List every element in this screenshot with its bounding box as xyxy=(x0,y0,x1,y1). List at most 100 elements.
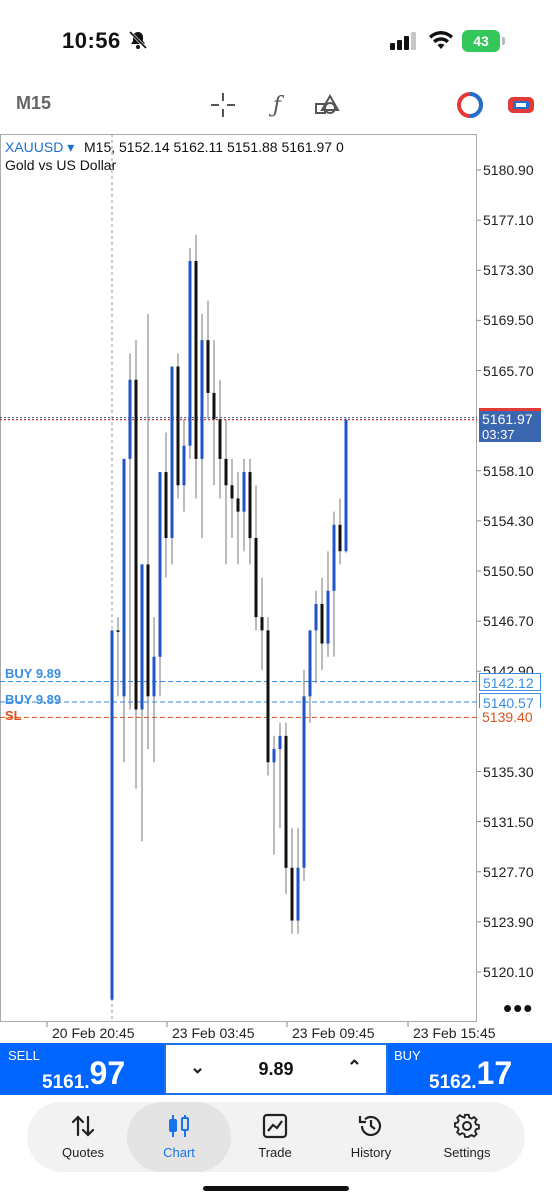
chart-description: Gold vs US Dollar xyxy=(5,157,117,173)
candle-11 xyxy=(176,366,180,486)
trade-graph-icon xyxy=(227,1112,323,1140)
candle-3 xyxy=(128,379,132,459)
nav-quotes[interactable]: Quotes xyxy=(35,1102,131,1172)
price-axis-tick: 5169.50 xyxy=(483,312,534,329)
current-price-box: 5161.97 03:37 xyxy=(479,407,541,442)
price-axis-tick: 5177.10 xyxy=(483,212,534,229)
nav-chart[interactable]: Chart xyxy=(127,1102,231,1172)
price-axis-tick: 5131.50 xyxy=(483,813,534,830)
quotes-arrows-icon xyxy=(35,1112,131,1140)
candle-31 xyxy=(296,867,300,921)
crosshair-icon[interactable] xyxy=(208,90,238,120)
price-axis-tick: 5120.10 xyxy=(483,964,534,980)
bell-muted-icon xyxy=(128,30,148,55)
history-clock-icon xyxy=(323,1112,419,1140)
candle-15 xyxy=(200,340,204,459)
trade-mode-icon[interactable] xyxy=(506,90,536,120)
nav-history[interactable]: History xyxy=(323,1102,419,1172)
order-line-label-1[interactable]: BUY 9.89 xyxy=(5,691,62,707)
price-axis-tick: 5127.70 xyxy=(483,863,534,880)
order-line-price-2: 5139.40 xyxy=(479,708,541,727)
time-axis-tick: 20 Feb 20:45 xyxy=(52,1025,135,1041)
candle-24 xyxy=(254,538,258,618)
price-axis-tick: 5150.50 xyxy=(483,563,534,579)
home-indicator xyxy=(203,1186,349,1191)
candle-19 xyxy=(224,458,228,486)
candle-28 xyxy=(278,735,282,750)
more-options-icon[interactable]: ••• xyxy=(503,993,534,1023)
candle-6 xyxy=(146,564,150,697)
price-axis-tick: 5180.90 xyxy=(483,162,534,178)
battery-cap xyxy=(502,37,505,45)
candle-14 xyxy=(194,261,198,459)
candles-chart-icon xyxy=(127,1112,231,1140)
bar-countdown: 03:37 xyxy=(482,426,515,442)
one-click-trading-icon[interactable] xyxy=(455,90,485,120)
time-axis-tick: 23 Feb 03:45 xyxy=(172,1025,255,1041)
objects-icon[interactable] xyxy=(313,90,343,120)
candle-7 xyxy=(152,656,156,697)
candle-37 xyxy=(332,524,336,591)
price-chart[interactable] xyxy=(0,134,552,1044)
sell-button[interactable]: SELL 5161.97 xyxy=(0,1043,164,1095)
candle-20 xyxy=(230,485,234,499)
chart-symbol[interactable]: XAUUSD ▾ xyxy=(5,139,75,155)
candle-2 xyxy=(122,458,126,697)
nav-settings[interactable]: Settings xyxy=(419,1102,515,1172)
order-line-price-0: 5142.12 xyxy=(479,672,541,691)
time-axis-tick: 23 Feb 09:45 xyxy=(292,1025,375,1041)
candle-22 xyxy=(242,472,246,512)
cellular-signal-icon xyxy=(390,32,418,55)
candle-34 xyxy=(314,603,318,631)
candle-18 xyxy=(218,419,222,459)
indicators-icon[interactable]: ƒ xyxy=(272,92,282,118)
candle-33 xyxy=(308,630,312,697)
order-line-label-0[interactable]: BUY 9.89 xyxy=(5,665,62,681)
nav-trade[interactable]: Trade xyxy=(227,1102,323,1172)
wifi-icon xyxy=(428,30,454,55)
price-axis-tick: 5154.30 xyxy=(483,512,534,529)
candle-25 xyxy=(260,617,264,631)
candle-26 xyxy=(266,630,270,763)
status-time: 10:56 xyxy=(62,28,121,53)
settings-gear-icon xyxy=(419,1112,515,1140)
candle-5 xyxy=(140,564,144,710)
price-axis-tick: 5135.30 xyxy=(483,763,534,780)
current-price-value: 5161.97 xyxy=(482,410,533,427)
sell-label: SELL xyxy=(8,1048,40,1063)
candle-36 xyxy=(326,590,330,644)
candle-12 xyxy=(182,445,186,486)
candle-23 xyxy=(248,472,252,539)
lot-value[interactable]: 9.89 xyxy=(258,1059,294,1079)
candle-17 xyxy=(212,392,216,420)
buy-button[interactable]: BUY 5162.17 xyxy=(388,1043,552,1095)
lot-increase-icon[interactable]: ⌃ xyxy=(346,1057,362,1077)
price-axis-tick: 5146.70 xyxy=(483,613,534,630)
candle-39 xyxy=(344,419,348,552)
candle-9 xyxy=(164,472,168,539)
sell-price: 5161.97 xyxy=(42,1055,126,1093)
lot-decrease-icon[interactable]: ⌄ xyxy=(190,1057,206,1077)
candle-16 xyxy=(206,340,210,393)
price-axis-tick: 5158.10 xyxy=(483,462,534,479)
timeframe-label[interactable]: M15 xyxy=(16,93,52,113)
order-line-label-2[interactable]: SL xyxy=(5,708,22,724)
candle-4 xyxy=(134,379,138,710)
price-axis-tick: 5165.70 xyxy=(483,362,534,379)
candle-35 xyxy=(320,603,324,644)
candle-0 xyxy=(110,630,114,1000)
candle-21 xyxy=(236,498,240,512)
candle-13 xyxy=(188,261,192,446)
buy-price: 5162.17 xyxy=(429,1055,513,1093)
candle-1 xyxy=(116,630,120,632)
time-axis-tick: 23 Feb 15:45 xyxy=(413,1025,496,1041)
lot-volume-control[interactable]: ⌄ 9.89 ⌃ xyxy=(166,1045,386,1093)
chart-ohlc-info: M15, 5152.14 5162.11 5151.88 5161.97 0 xyxy=(84,139,344,155)
candle-27 xyxy=(272,749,276,763)
buy-label: BUY xyxy=(394,1048,421,1063)
candle-32 xyxy=(302,696,306,868)
price-axis-tick: 5123.90 xyxy=(483,913,534,930)
battery-indicator: 43 xyxy=(462,30,500,52)
bottom-navigation: Quotes Chart Trade History Settings xyxy=(27,1102,525,1172)
chart-area[interactable] xyxy=(0,134,477,1022)
